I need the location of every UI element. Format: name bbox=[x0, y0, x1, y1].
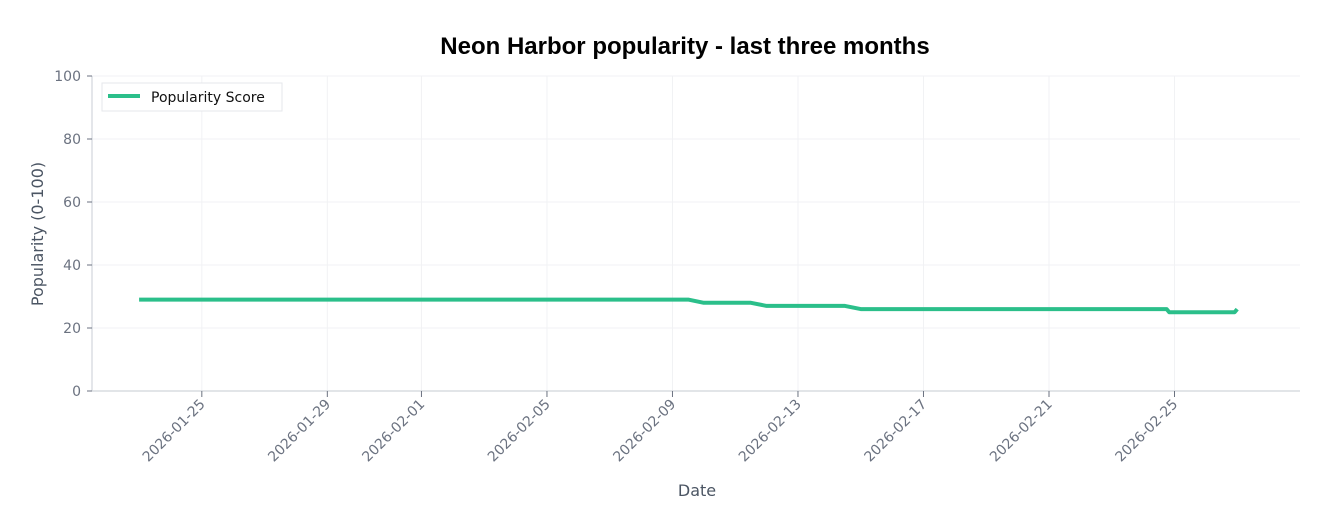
y-tick-label: 100 bbox=[54, 69, 81, 85]
series-line-popularity-score bbox=[139, 297, 1239, 315]
x-tick-label: 2026-02-01 bbox=[359, 397, 428, 466]
y-tick-label: 40 bbox=[63, 258, 81, 274]
x-tick-label: 2026-01-29 bbox=[265, 397, 334, 466]
axes bbox=[91, 76, 1300, 392]
x-axis-label: Date bbox=[678, 481, 716, 500]
series bbox=[139, 297, 1239, 315]
y-ticks: 0 20 40 60 80 100 bbox=[54, 69, 92, 400]
x-tick-label: 2026-02-25 bbox=[1112, 397, 1181, 466]
x-ticks: 2026-01-25 2026-01-29 2026-02-01 2026-02-05… bbox=[140, 391, 1181, 466]
x-tick-label: 2026-02-09 bbox=[610, 397, 679, 466]
x-tick-label: 2026-01-25 bbox=[140, 397, 209, 466]
grid bbox=[92, 75, 1300, 392]
x-tick-label: 2026-02-21 bbox=[987, 397, 1056, 466]
x-tick-label: 2026-02-05 bbox=[485, 397, 554, 466]
legend-label: Popularity Score bbox=[151, 90, 265, 106]
y-axis-label: Popularity (0-100) bbox=[28, 162, 47, 306]
legend: Popularity Score bbox=[101, 82, 283, 112]
y-tick-label: 0 bbox=[72, 384, 81, 400]
y-tick-label: 80 bbox=[63, 132, 81, 148]
y-tick-label: 60 bbox=[63, 195, 81, 211]
chart-title: Neon Harbor popularity - last three mont… bbox=[440, 33, 929, 60]
x-tick-label: 2026-02-17 bbox=[861, 397, 930, 466]
y-tick-label: 20 bbox=[63, 321, 81, 337]
x-tick-label: 2026-02-13 bbox=[736, 397, 805, 466]
